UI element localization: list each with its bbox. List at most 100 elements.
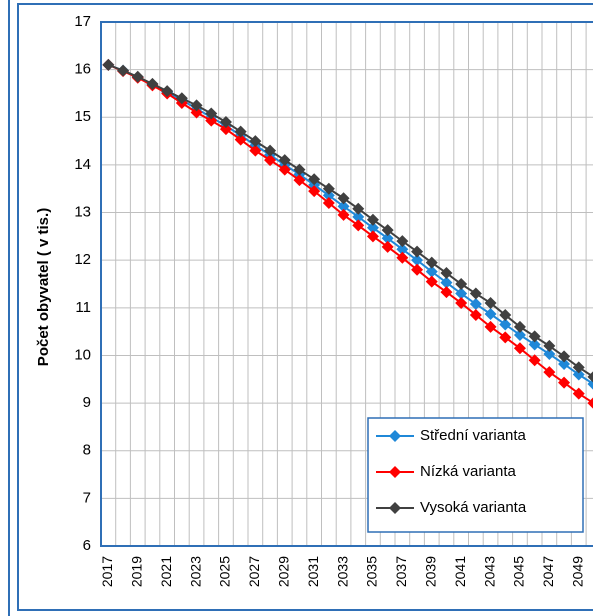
point: [190, 99, 203, 112]
point: [278, 154, 291, 167]
y-axis-title: Počet obyvatel ( v tis.): [35, 208, 52, 366]
point: [425, 275, 438, 288]
point: [161, 85, 174, 98]
point: [381, 224, 394, 237]
point: [484, 308, 497, 321]
point: [381, 240, 394, 253]
point: [499, 318, 512, 331]
legend-marker: [389, 502, 401, 514]
point: [322, 197, 335, 210]
point: [499, 331, 512, 344]
point: [293, 163, 306, 176]
point: [469, 298, 482, 311]
y-tick-label: 8: [83, 442, 91, 459]
point: [572, 387, 585, 400]
x-tick-label: 2043: [481, 556, 497, 587]
point: [543, 339, 556, 352]
x-tick-label: 2021: [158, 556, 174, 587]
series-line: [107, 63, 593, 378]
point: [558, 358, 571, 371]
point: [381, 232, 394, 245]
plot-border: [100, 21, 593, 547]
point: [366, 230, 379, 243]
point: [352, 219, 365, 232]
y-tick-label: 12: [74, 251, 91, 268]
y-tick-label: 6: [83, 537, 91, 554]
point: [366, 221, 379, 234]
y-tick-label: 15: [74, 108, 91, 125]
point: [264, 154, 277, 167]
point: [572, 361, 585, 374]
x-tick-label: 2019: [128, 556, 144, 587]
point: [308, 173, 321, 186]
point: [543, 366, 556, 379]
point: [190, 106, 203, 119]
x-tick-label: 2037: [393, 556, 409, 587]
y-tick-label: 16: [74, 61, 91, 78]
y-tick-label: 14: [74, 156, 91, 173]
point: [455, 278, 468, 290]
legend-marker: [389, 430, 401, 442]
point: [440, 276, 453, 289]
point: [131, 70, 144, 83]
legend-label: Vysoká varianta: [420, 499, 527, 516]
point: [396, 235, 409, 248]
legend-label: Střední varianta: [420, 427, 527, 444]
point: [352, 210, 365, 223]
y-tick-label: 9: [83, 394, 91, 411]
point: [249, 135, 262, 148]
x-tick-label: 2033: [334, 556, 350, 587]
x-tick-label: 2047: [540, 556, 556, 587]
x-tick-label: 2041: [452, 556, 468, 587]
point: [558, 376, 571, 389]
point: [337, 200, 350, 213]
point: [528, 330, 541, 343]
point: [440, 267, 453, 280]
point: [513, 342, 526, 355]
point: [219, 123, 232, 136]
y-tick-label: 10: [74, 346, 91, 363]
point: [102, 58, 115, 71]
legend-marker: [389, 466, 401, 478]
point: [572, 368, 585, 381]
point: [322, 182, 335, 195]
x-tick-label: 2017: [99, 556, 115, 587]
x-tick-label: 2027: [246, 556, 262, 587]
point: [543, 348, 556, 361]
point: [146, 77, 159, 90]
x-tick-label: 2025: [217, 556, 233, 587]
y-tick-label: 17: [74, 13, 91, 30]
point: [558, 350, 571, 363]
point: [455, 287, 468, 300]
point: [484, 320, 497, 333]
point: [440, 286, 453, 299]
x-tick-label: 2039: [422, 556, 438, 587]
point: [205, 114, 218, 127]
point: [411, 245, 424, 258]
y-tick-label: 13: [74, 204, 91, 221]
point: [175, 92, 188, 105]
point: [411, 254, 424, 267]
point: [425, 256, 438, 269]
point: [396, 243, 409, 256]
point: [513, 328, 526, 341]
point: [396, 251, 409, 264]
x-tick-label: 2049: [569, 556, 585, 587]
y-tick-label: 11: [75, 299, 91, 316]
point: [528, 354, 541, 367]
x-tick-label: 2029: [275, 556, 291, 587]
point: [308, 185, 321, 198]
point: [234, 133, 247, 146]
point: [264, 144, 277, 157]
point: [293, 174, 306, 187]
x-tick-label: 2035: [364, 556, 380, 587]
series-line: [107, 63, 593, 385]
series-line: [107, 63, 593, 404]
point: [234, 125, 247, 138]
y-tick-label: 7: [83, 489, 91, 506]
point: [513, 320, 526, 333]
point: [205, 107, 218, 120]
point: [278, 163, 291, 176]
point: [337, 192, 350, 205]
